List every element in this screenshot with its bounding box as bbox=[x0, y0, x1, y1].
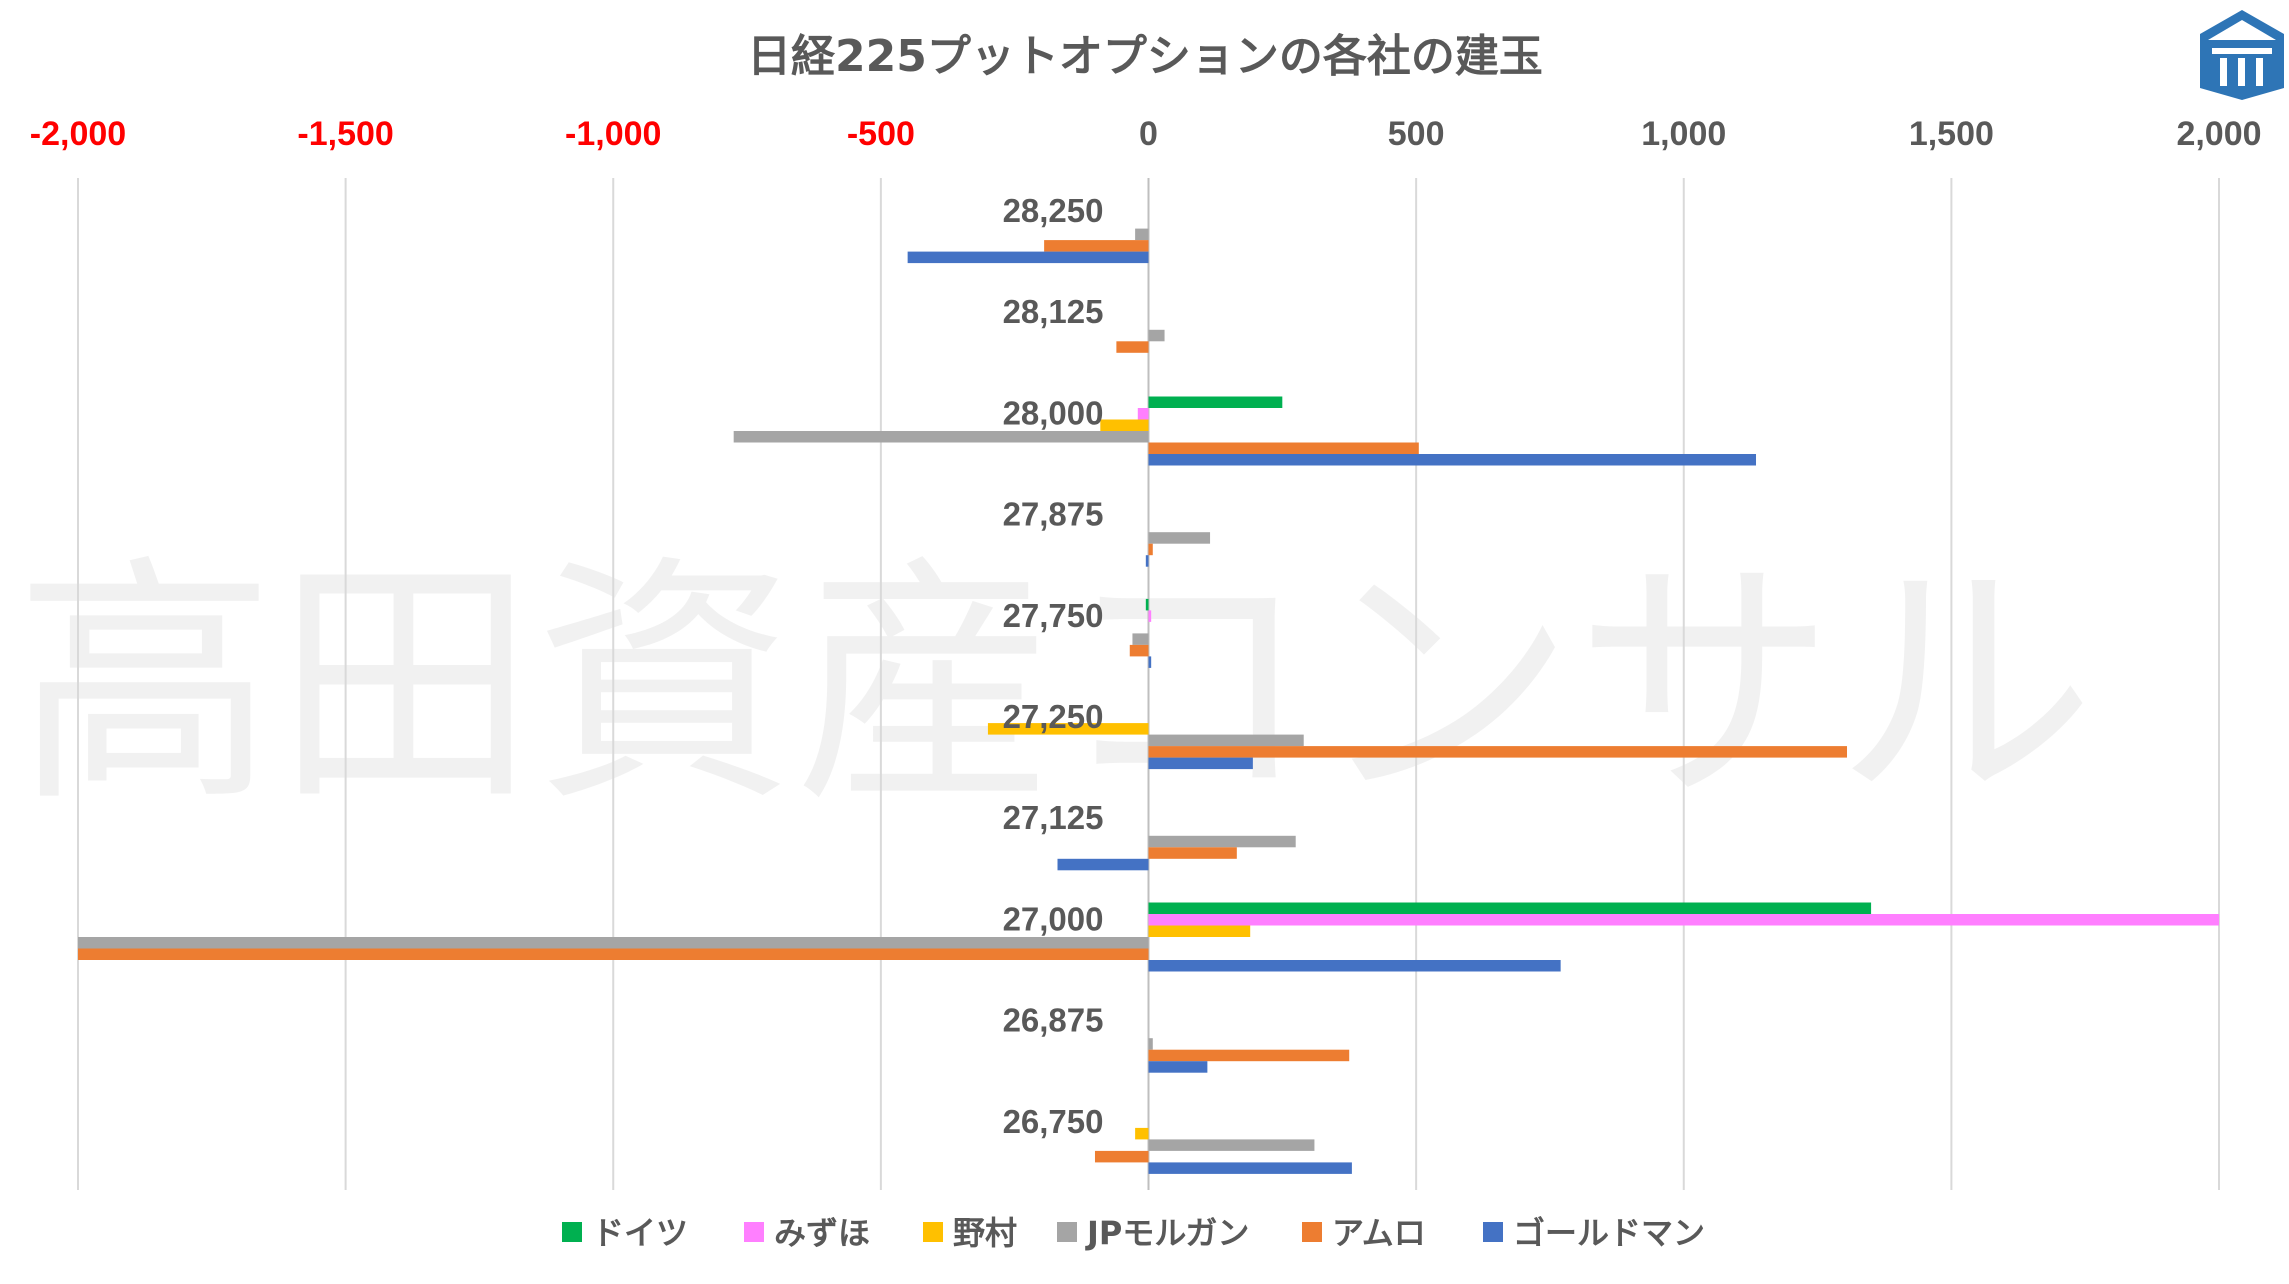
legend-item: JPモルガン bbox=[1085, 1214, 1249, 1252]
bar bbox=[907, 251, 1149, 264]
legend-item: アムロ bbox=[1332, 1214, 1426, 1252]
watermark: 高田資産コンサル bbox=[15, 535, 2095, 837]
legend-item: ゴールドマン bbox=[1513, 1214, 1705, 1252]
legend-swatch bbox=[1057, 1222, 1077, 1242]
x-tick-label: -1,000 bbox=[565, 115, 661, 153]
gridlines bbox=[77, 178, 2220, 1190]
bar bbox=[1148, 757, 1253, 770]
category-label: 28,000 bbox=[1003, 394, 1104, 431]
bar bbox=[1145, 598, 1149, 611]
legend-swatch bbox=[1483, 1222, 1503, 1242]
category-label: 27,750 bbox=[1003, 597, 1104, 634]
category-labels: 28,250 28,125 28,000 27,875 27,750 27,250 27,1… bbox=[1003, 192, 1104, 1140]
bar bbox=[733, 431, 1149, 443]
x-tick-label: 500 bbox=[1388, 115, 1445, 153]
category-label: 27,875 bbox=[1003, 496, 1104, 533]
legend-swatch bbox=[1302, 1222, 1322, 1242]
bar bbox=[1148, 1139, 1315, 1151]
bars bbox=[78, 228, 2219, 1174]
bar bbox=[1044, 240, 1149, 252]
bar bbox=[1148, 914, 2219, 926]
x-tick-label: 1,500 bbox=[1909, 115, 1994, 153]
bar bbox=[1148, 902, 1872, 914]
category-label: 26,750 bbox=[1003, 1103, 1104, 1140]
category-label: 27,250 bbox=[1003, 698, 1104, 735]
category-label: 28,250 bbox=[1003, 192, 1104, 229]
x-tick-label: -500 bbox=[847, 115, 915, 153]
bar bbox=[1148, 734, 1304, 747]
bar bbox=[1148, 396, 1283, 408]
bar bbox=[1148, 925, 1251, 937]
legend-swatch bbox=[923, 1222, 943, 1242]
legend-swatch bbox=[562, 1222, 582, 1242]
bar bbox=[78, 937, 1149, 949]
legend-swatch bbox=[744, 1222, 764, 1242]
x-tick-label: -2,000 bbox=[30, 115, 126, 153]
legend-item: みずほ bbox=[774, 1214, 870, 1252]
x-tick-label: -1,500 bbox=[297, 115, 393, 153]
bar bbox=[1145, 555, 1149, 567]
bar bbox=[987, 723, 1149, 735]
x-tick-label: 1,000 bbox=[1641, 115, 1726, 153]
pillar-building-logo-icon bbox=[2200, 10, 2284, 100]
bar bbox=[1148, 454, 1757, 466]
x-axis-ticks: -2,000 -1,500 -1,000 -500 0 500 1,000 1,500 2,00… bbox=[30, 115, 2262, 153]
legend: ドイツ みずほ 野村 JPモルガン アムロ ゴールドマン bbox=[562, 1214, 1705, 1252]
bar bbox=[1148, 532, 1211, 544]
bar bbox=[1148, 610, 1152, 622]
bar bbox=[1148, 1061, 1208, 1073]
bar bbox=[1116, 341, 1149, 353]
bar bbox=[1148, 847, 1237, 859]
x-tick-label: 0 bbox=[1139, 115, 1158, 153]
bar bbox=[1132, 633, 1149, 645]
bar bbox=[1148, 746, 1848, 758]
bar bbox=[1135, 1127, 1149, 1140]
chart-title: 日経225プットオプションの各社の建玉 bbox=[747, 31, 1543, 82]
bar bbox=[78, 948, 1149, 960]
category-label: 26,875 bbox=[1003, 1002, 1104, 1039]
category-label: 28,125 bbox=[1003, 293, 1104, 330]
bar bbox=[1148, 329, 1165, 342]
legend-item: ドイツ bbox=[592, 1214, 688, 1252]
bar bbox=[1129, 644, 1149, 657]
bar bbox=[1135, 228, 1149, 241]
bar bbox=[1057, 858, 1149, 871]
bar bbox=[1148, 543, 1153, 556]
category-label: 27,125 bbox=[1003, 799, 1104, 836]
bar bbox=[1148, 835, 1296, 848]
x-tick-label: 2,000 bbox=[2176, 115, 2261, 153]
bar bbox=[1148, 1162, 1352, 1174]
bar bbox=[1094, 1150, 1149, 1163]
bar bbox=[1137, 408, 1149, 420]
bar bbox=[1148, 442, 1419, 454]
bar bbox=[1148, 1038, 1153, 1050]
category-label: 27,000 bbox=[1003, 900, 1104, 937]
bar bbox=[1148, 1049, 1350, 1062]
bar bbox=[1148, 960, 1561, 972]
bar bbox=[1148, 656, 1152, 668]
bar bbox=[1100, 419, 1149, 431]
legend-item: 野村 bbox=[953, 1214, 1017, 1252]
